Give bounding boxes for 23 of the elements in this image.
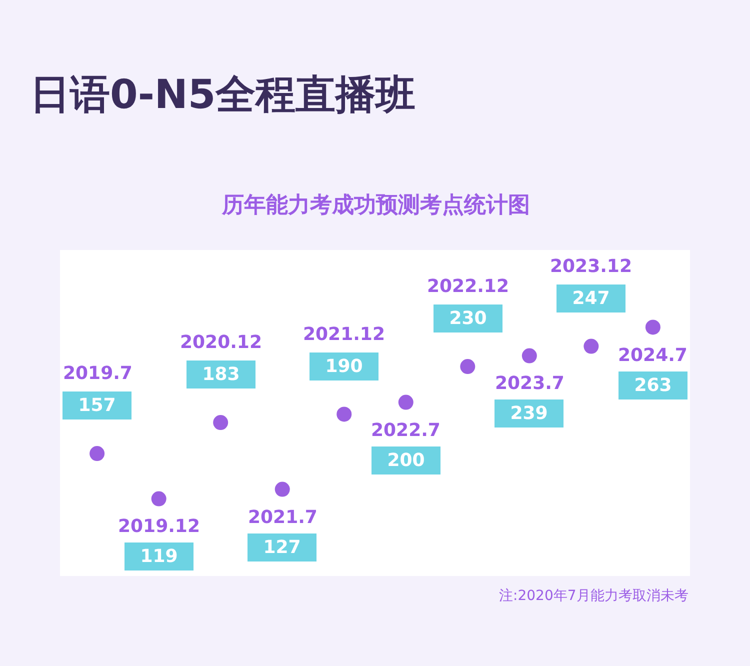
category-label: 2021.12 xyxy=(303,324,385,345)
category-label: 2021.7 xyxy=(248,507,318,528)
data-label: 230 xyxy=(449,308,487,329)
data-label: 157 xyxy=(78,395,116,416)
category-label: 2023.7 xyxy=(495,373,564,394)
data-label: 127 xyxy=(263,537,301,558)
text: 历年能力考成功预测考点统计图 xyxy=(221,192,530,218)
category-label: 2019.12 xyxy=(118,516,200,537)
data-label: 247 xyxy=(572,288,610,309)
category-label: 2020.12 xyxy=(180,332,262,353)
data-label: 183 xyxy=(202,364,240,385)
data-label: 239 xyxy=(510,403,548,424)
text: 日语0-N5全程直播班 xyxy=(30,72,416,118)
category-label: 2019.7 xyxy=(63,363,132,384)
category-label: 2022.12 xyxy=(427,276,509,297)
data-label: 190 xyxy=(325,356,363,377)
category-label: 2022.7 xyxy=(371,420,440,441)
category-label: 2023.12 xyxy=(550,256,632,277)
data-label: 263 xyxy=(634,375,672,396)
text: 注:2020年7月能力考取消未考 xyxy=(499,588,688,604)
data-label: 200 xyxy=(387,450,425,471)
data-label: 119 xyxy=(140,546,178,567)
category-label: 2024.7 xyxy=(618,345,688,366)
